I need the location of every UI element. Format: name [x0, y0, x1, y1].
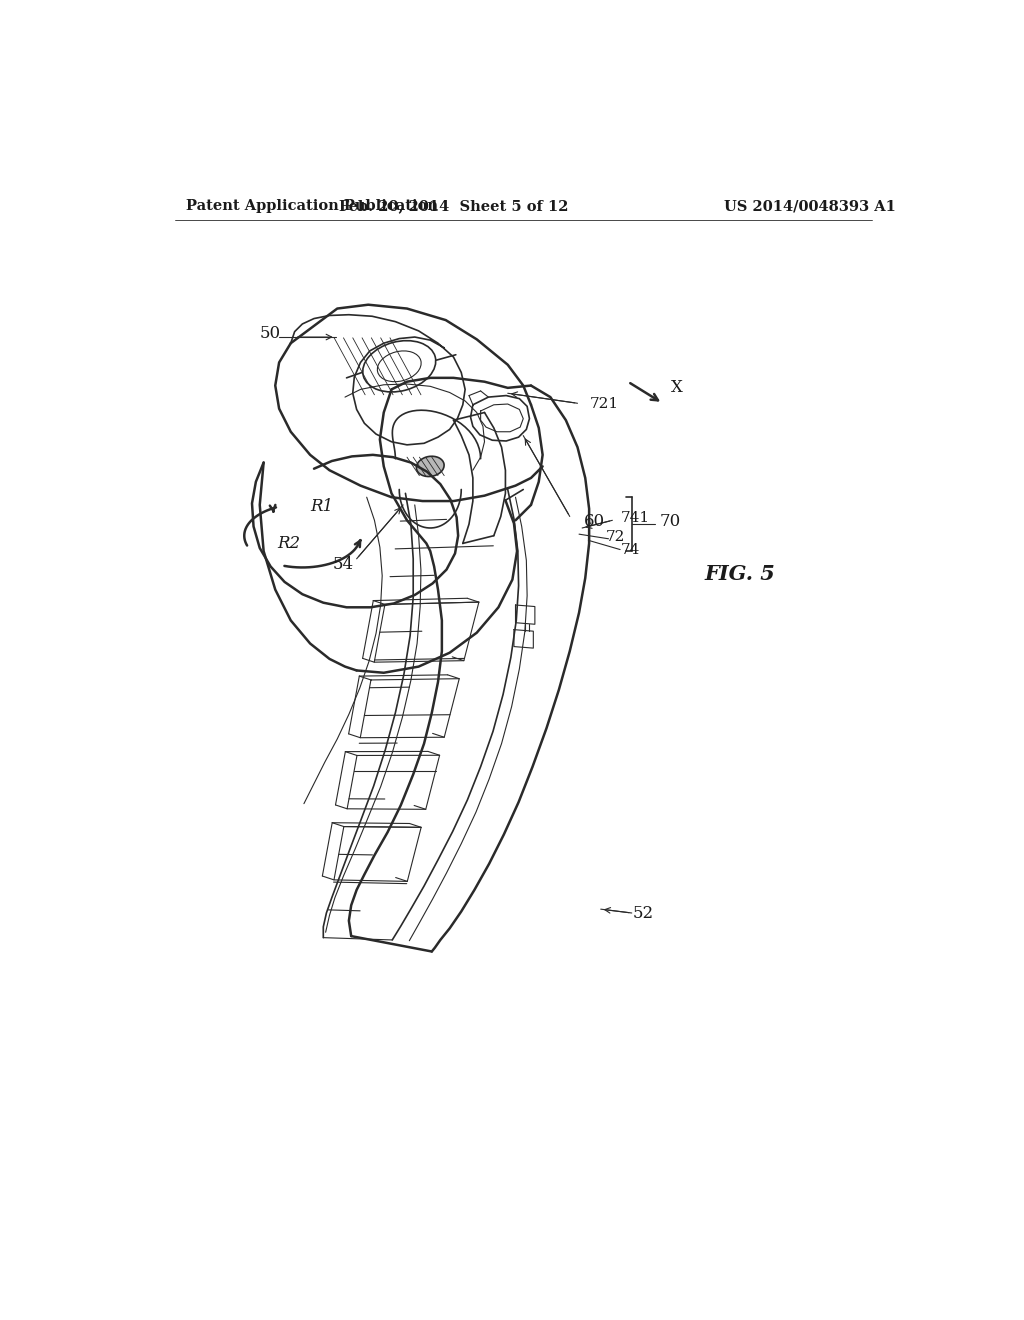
Text: 70: 70	[659, 513, 681, 531]
Text: 74: 74	[621, 543, 640, 557]
Text: US 2014/0048393 A1: US 2014/0048393 A1	[724, 199, 896, 213]
Text: 60: 60	[584, 513, 605, 531]
Text: 50: 50	[259, 326, 281, 342]
Text: R2: R2	[276, 535, 300, 552]
Text: 52: 52	[633, 904, 654, 921]
Text: X: X	[671, 379, 682, 396]
Ellipse shape	[417, 457, 444, 477]
Text: FIG. 5: FIG. 5	[705, 564, 775, 585]
Text: Feb. 20, 2014  Sheet 5 of 12: Feb. 20, 2014 Sheet 5 of 12	[339, 199, 568, 213]
Text: Patent Application Publication: Patent Application Publication	[186, 199, 438, 213]
Text: 741: 741	[621, 511, 650, 525]
Text: R1: R1	[310, 498, 334, 515]
Text: 72: 72	[606, 531, 626, 544]
Text: 721: 721	[590, 397, 620, 411]
Text: 54: 54	[333, 557, 354, 573]
